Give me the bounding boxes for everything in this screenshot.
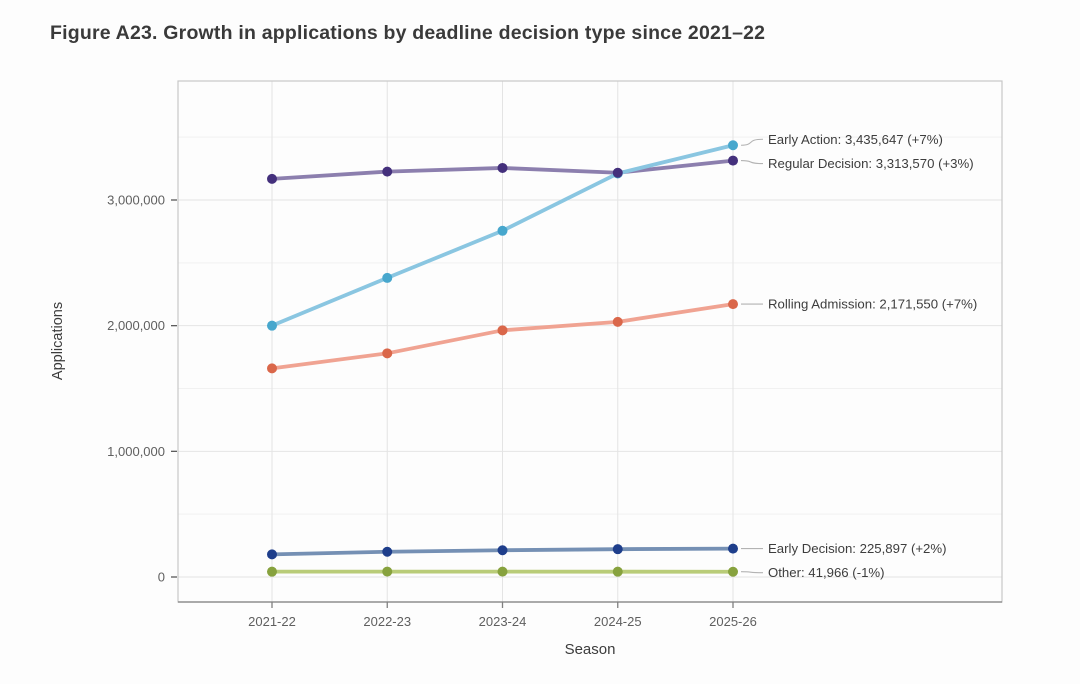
series-marker-early-action — [267, 320, 277, 331]
x-axis-title: Season — [565, 641, 616, 658]
series-marker-early-decision — [728, 543, 738, 554]
series-marker-early-decision — [497, 545, 508, 556]
series-marker-rolling-admission — [728, 299, 738, 310]
series-marker-rolling-admission — [382, 348, 393, 359]
series-marker-early-action — [382, 272, 393, 283]
y-tick-label: 3,000,000 — [107, 192, 165, 207]
series-marker-other — [267, 566, 277, 577]
series-marker-regular-decision — [497, 162, 508, 173]
series-marker-regular-decision — [612, 167, 623, 178]
annotation-leader-line — [740, 571, 764, 574]
series-annotation-early-decision: Early Decision: 225,897 (+2%) — [768, 541, 947, 556]
series-marker-early-action — [728, 140, 738, 151]
plot-panel — [178, 81, 1002, 602]
series-marker-other — [728, 566, 738, 577]
y-tick-label: 1,000,000 — [107, 444, 165, 459]
series-marker-early-decision — [382, 546, 393, 557]
series-marker-regular-decision — [728, 155, 738, 166]
y-tick-label: 0 — [158, 570, 165, 585]
annotation-leader-line — [740, 160, 764, 165]
series-annotation-other: Other: 41,966 (-1%) — [768, 565, 885, 580]
series-marker-other — [497, 566, 508, 577]
series-marker-regular-decision — [267, 173, 277, 184]
series-marker-early-action — [497, 225, 508, 236]
series-annotation-regular-decision: Regular Decision: 3,313,570 (+3%) — [768, 156, 974, 171]
y-tick-label: 2,000,000 — [107, 318, 165, 333]
series-annotation-early-action: Early Action: 3,435,647 (+7%) — [768, 132, 943, 147]
series-marker-regular-decision — [382, 166, 393, 177]
series-annotation-rolling-admission: Rolling Admission: 2,171,550 (+7%) — [768, 297, 977, 312]
series-marker-rolling-admission — [497, 325, 508, 336]
y-axis-title: Applications — [50, 302, 66, 380]
x-tick-label: 2025-26 — [709, 614, 757, 629]
x-tick-label: 2022-23 — [363, 614, 411, 629]
series-marker-early-decision — [612, 544, 623, 555]
series-marker-rolling-admission — [267, 363, 277, 374]
series-marker-rolling-admission — [612, 316, 623, 327]
figure-title: Figure A23. Growth in applications by de… — [50, 22, 766, 44]
x-tick-label: 2023-24 — [479, 614, 527, 629]
x-tick-label: 2021-22 — [248, 614, 296, 629]
series-marker-early-decision — [267, 549, 277, 560]
annotation-leader-line — [740, 138, 764, 146]
series-marker-other — [612, 566, 623, 577]
x-tick-label: 2024-25 — [594, 614, 642, 629]
series-marker-other — [382, 566, 393, 577]
